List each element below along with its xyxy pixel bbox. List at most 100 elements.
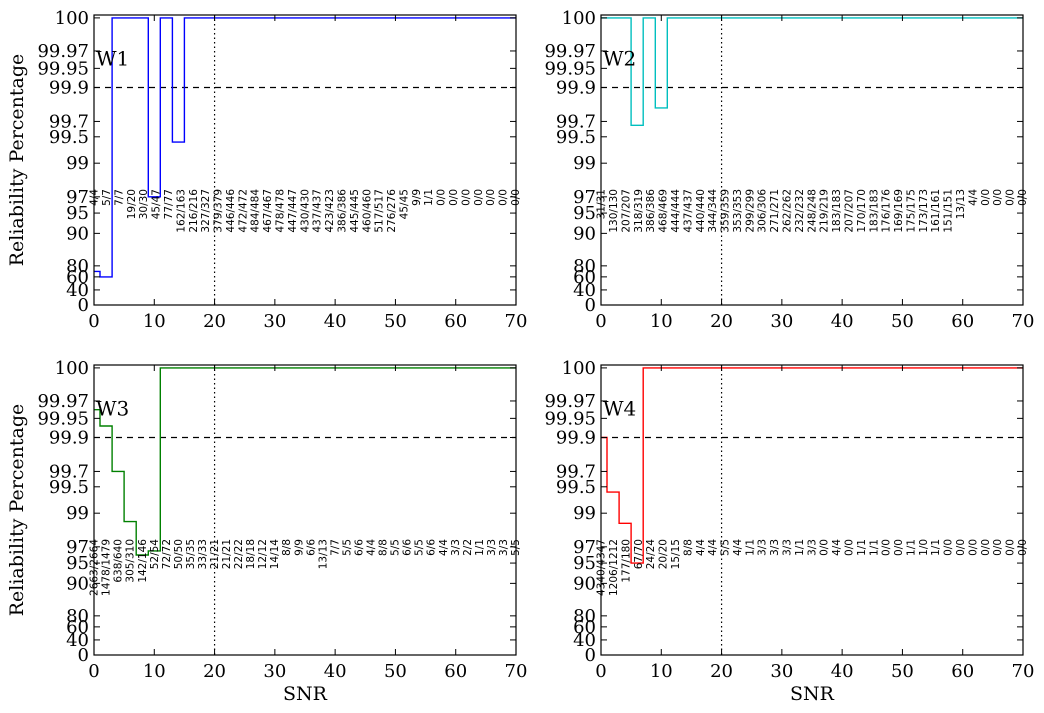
count-label: 440/440 — [695, 189, 707, 233]
x-axis-label: SNR — [790, 683, 835, 705]
count-label: 6/6 — [305, 539, 317, 556]
x-tick-label: 30 — [770, 661, 793, 682]
count-label: 0/0 — [992, 539, 1004, 556]
count-label: 0/0 — [460, 189, 472, 206]
axes-frame — [600, 14, 1024, 306]
count-label: 8/8 — [378, 539, 390, 556]
count-label: 3/3 — [757, 539, 769, 556]
y-tick-label: 99.5 — [556, 127, 596, 148]
count-label: 21/21 — [221, 539, 233, 569]
y-tick-label: 90 — [66, 223, 89, 244]
count-label: 386/386 — [645, 189, 657, 233]
y-tick-label: 40 — [66, 630, 89, 651]
x-tick-label: 50 — [384, 661, 407, 682]
x-tick-label: 0 — [595, 311, 606, 332]
count-label: 9/9 — [293, 539, 305, 556]
y-tick-label: 99.97 — [37, 391, 89, 412]
count-label: 142/146 — [137, 539, 149, 583]
count-label: 460/460 — [361, 189, 373, 233]
count-label: 359/359 — [720, 189, 732, 233]
count-label: 219/219 — [819, 189, 831, 233]
x-tick-label: 70 — [505, 311, 528, 332]
count-label: 1/1 — [856, 539, 868, 556]
count-label: 14/14 — [269, 539, 281, 570]
count-label: 423/423 — [324, 189, 336, 233]
x-tick-label: 50 — [891, 311, 914, 332]
count-label: 468/469 — [658, 189, 670, 233]
count-label: 175/175 — [906, 189, 918, 233]
x-tick-label: 0 — [595, 661, 606, 682]
count-label: 3/3 — [806, 539, 818, 556]
x-tick-label: 70 — [1012, 311, 1035, 332]
count-label: 1/1 — [744, 539, 756, 556]
count-label: 0/0 — [498, 189, 510, 206]
y-tick-label: 97 — [66, 537, 89, 558]
count-label: 2/2 — [462, 539, 474, 556]
count-label: 0/0 — [819, 539, 831, 556]
y-tick-label: 95 — [573, 553, 596, 574]
y-tick-label: 80 — [66, 606, 89, 627]
count-label: 9/9 — [411, 189, 423, 206]
y-tick-label: 0 — [585, 295, 596, 316]
y-tick-label: 99.9 — [556, 428, 596, 449]
y-tick-label: 99 — [66, 503, 89, 524]
count-label: 20/20 — [658, 539, 670, 569]
count-label: 3/3 — [769, 539, 781, 556]
x-tick-label: 10 — [143, 661, 166, 682]
x-tick-label: 60 — [444, 311, 467, 332]
y-tick-label: 99.97 — [544, 41, 596, 62]
count-label: 445/445 — [349, 189, 361, 233]
count-label: 437/437 — [312, 189, 324, 233]
count-label: 0/0 — [980, 539, 992, 556]
count-label: 45/47 — [151, 189, 163, 219]
y-tick-label: 99.97 — [544, 391, 596, 412]
count-label: 0/0 — [881, 539, 893, 556]
y-tick-label: 60 — [66, 617, 89, 638]
panel-w2: 31/31 130/130 207/207 318/319 386/386 468/469… — [544, 8, 1034, 332]
x-tick-label: 40 — [324, 661, 347, 682]
x-tick-label: 20 — [203, 311, 226, 332]
count-label: 327/327 — [200, 189, 212, 233]
y-tick-label: 0 — [78, 645, 89, 666]
y-tick-label: 99.5 — [49, 127, 89, 148]
y-axis-label: Reliability Percentage — [6, 54, 28, 267]
count-label: 183/183 — [868, 189, 880, 233]
panel-w4: 4340/4347 1206/1212 177/180 67/70 24/24 20/20… — [544, 358, 1034, 705]
y-tick-label: 80 — [573, 256, 596, 277]
count-label: 386/386 — [337, 189, 349, 233]
count-label: 6/6 — [402, 539, 414, 556]
count-label: 1/1 — [930, 539, 942, 556]
count-label: 162/163 — [175, 189, 187, 233]
count-label: 5/5 — [720, 539, 732, 556]
count-label: 130/130 — [608, 189, 620, 233]
count-label: 1/1 — [906, 539, 918, 556]
x-tick-label: 60 — [444, 661, 467, 682]
count-label: 0/0 — [980, 189, 992, 206]
count-label: 0/0 — [893, 539, 905, 556]
y-tick-label: 99.7 — [556, 111, 596, 132]
series-line-0 — [94, 367, 516, 556]
panel-tag: W1 — [96, 46, 129, 70]
count-label: 0/0 — [485, 189, 497, 206]
count-label: 6/6 — [354, 539, 366, 556]
x-tick-label: 70 — [505, 661, 528, 682]
count-label: 5/5 — [414, 539, 426, 556]
count-label: 12/12 — [257, 539, 269, 569]
y-tick-label: 99.7 — [49, 111, 89, 132]
count-label: 4/4 — [967, 189, 979, 206]
count-label: 484/484 — [250, 189, 262, 233]
count-label: 1/0 — [918, 539, 930, 556]
axes-frame — [93, 364, 517, 656]
x-tick-label: 30 — [770, 311, 793, 332]
y-tick-label: 0 — [78, 295, 89, 316]
x-tick-label: 30 — [263, 311, 286, 332]
count-label: 444/444 — [670, 189, 682, 233]
count-label: 5/5 — [341, 539, 353, 556]
count-label: 437/437 — [682, 189, 694, 233]
y-tick-label: 99 — [573, 153, 596, 174]
y-axis-label: Reliability Percentage — [6, 404, 28, 617]
count-label: 344/344 — [707, 189, 719, 233]
count-label: 0/0 — [473, 189, 485, 206]
y-tick-label: 95 — [66, 203, 89, 224]
